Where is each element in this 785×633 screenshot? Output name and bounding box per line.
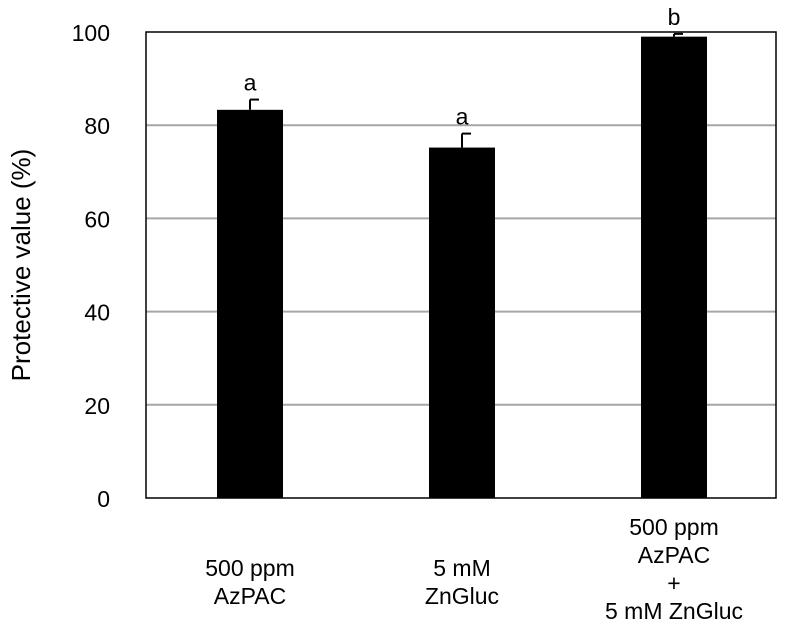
x-category-label-line: 5 mM	[433, 555, 491, 581]
y-tick-label: 20	[84, 393, 110, 419]
x-category-label: 5 mM ZnGluc	[352, 554, 572, 610]
y-tick-label: 100	[72, 20, 110, 46]
bar	[429, 147, 495, 498]
x-category-label-line: 500 ppm	[205, 555, 295, 581]
y-tick-label: 40	[84, 300, 110, 326]
plot-frame	[145, 31, 777, 499]
bar	[641, 36, 707, 498]
y-tick-label: 60	[84, 206, 110, 232]
error-bars	[249, 32, 683, 148]
significance-letters: a a b	[244, 4, 681, 130]
x-category-label-line: AzPAC	[213, 583, 287, 609]
bar	[217, 109, 283, 499]
x-category-label-line: 5 mM ZnGluc	[604, 598, 744, 624]
significance-letter: a	[456, 104, 469, 130]
significance-letter: a	[244, 70, 257, 96]
x-category-label: 500 ppm AzPAC	[140, 554, 360, 610]
x-category-label-line: AzPAC	[637, 542, 711, 568]
y-tick-labels: 0 20 40 60 80 100	[72, 20, 110, 512]
y-tick-label: 80	[84, 113, 110, 139]
x-category-label: 500 ppm AzPAC +5 mM ZnGluc	[564, 513, 784, 625]
y-tick-label: 0	[97, 486, 110, 512]
significance-letter: b	[668, 4, 681, 30]
x-category-label-line: ZnGluc	[424, 583, 500, 609]
bars	[217, 36, 707, 499]
x-category-label-line: +	[667, 570, 681, 596]
x-category-label-line: 500 ppm	[629, 514, 719, 540]
y-axis-label: Protective value (%)	[6, 149, 36, 382]
